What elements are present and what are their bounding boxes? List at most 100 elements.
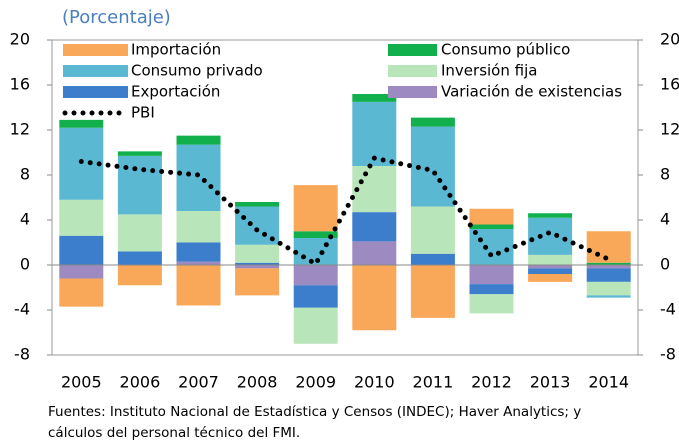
bar-segment: [586, 231, 631, 263]
bar-segment: [117, 251, 162, 265]
bar-segment: [235, 202, 280, 207]
x-tick-label: 2014: [588, 373, 629, 392]
bar-segment: [410, 265, 455, 318]
legend-swatch: [63, 44, 128, 56]
legend-label: Consumo privado: [131, 62, 263, 80]
y-tick-label: -8: [14, 345, 30, 364]
bar-segment: [352, 265, 397, 331]
legend-label: Importación: [131, 41, 221, 59]
bar-segment: [176, 261, 221, 265]
bar-segment: [528, 217, 573, 255]
y-tick-label: 4: [20, 210, 30, 229]
x-tick-label: 2012: [471, 373, 512, 392]
bar-segment: [469, 284, 514, 295]
bar-segment: [293, 265, 338, 286]
legend-swatch: [388, 86, 437, 98]
bar-segment: [528, 254, 573, 265]
y-tick-label: -4: [14, 300, 30, 319]
bar-segment: [352, 101, 397, 166]
legend-label: PBI: [131, 104, 155, 122]
bar-segment: [293, 185, 338, 232]
bar-segment: [59, 199, 104, 236]
y-tick-label: 20: [10, 30, 30, 49]
y-tick-label: 12: [10, 120, 30, 139]
bar-segment: [586, 265, 631, 269]
bar-segment: [293, 231, 338, 238]
note: Fuentes: Instituto Nacional de Estadísti…: [48, 404, 581, 420]
y2-tick-label: 4: [660, 210, 670, 229]
bar-segment: [528, 213, 573, 218]
bar-segment: [528, 268, 573, 274]
bar-segment: [117, 151, 162, 156]
bar-segment: [176, 242, 221, 262]
bar-segment: [469, 208, 514, 225]
x-tick-label: 2007: [178, 373, 219, 392]
bar-segment: [410, 253, 455, 265]
x-tick-label: 2013: [530, 373, 571, 392]
line: [78, 155, 612, 268]
bar-segment: [59, 278, 104, 307]
y-tick-label: 8: [20, 165, 30, 184]
bar-segment: [59, 235, 104, 265]
x-tick-label: 2006: [120, 373, 161, 392]
bar-segment: [235, 268, 280, 296]
legend-swatch: [388, 44, 437, 56]
y2-tick-label: 20: [660, 30, 679, 49]
legend-label: Inversión fija: [441, 62, 537, 80]
bar-segment: [117, 265, 162, 286]
bar-segment: [176, 144, 221, 211]
bar-segment: [352, 166, 397, 213]
bar-segment: [176, 135, 221, 145]
legend-label: Variación de existencias: [441, 83, 622, 101]
bar-segment: [235, 244, 280, 263]
plot-frame: [51, 39, 639, 356]
bar-segment: [352, 94, 397, 102]
bar-segment: [469, 265, 514, 285]
y2-tick-label: -4: [660, 300, 676, 319]
y2-tick-label: 8: [660, 165, 670, 184]
legend-swatch: [63, 86, 128, 98]
x-tick-label: 2009: [295, 373, 336, 392]
y2-tick-label: 12: [660, 120, 679, 139]
y2-tick-label: 0: [660, 255, 670, 274]
bar-segment: [469, 294, 514, 314]
bar-segment: [528, 265, 573, 269]
chart-subtitle: (Porcentaje): [62, 7, 171, 28]
bar-segment: [586, 262, 631, 265]
note: cálculos del personal técnico del FMI.: [48, 425, 300, 441]
bar-segment: [293, 307, 338, 344]
bar-segment: [352, 241, 397, 265]
x-tick-label: 2005: [61, 373, 102, 392]
bar-segment: [410, 206, 455, 254]
bar-segment: [410, 117, 455, 127]
x-tick-label: 2010: [354, 373, 395, 392]
y-tick-label: 16: [10, 75, 30, 94]
legend-swatch: [63, 65, 128, 77]
y2-tick-label: -8: [660, 345, 676, 364]
bar-segment: [469, 224, 514, 229]
bar-segment: [586, 268, 631, 282]
bar-segment: [528, 274, 573, 282]
bar-segment: [352, 212, 397, 242]
bar-segment: [586, 281, 631, 296]
x-tick-label: 2008: [237, 373, 278, 392]
bar-segment: [176, 265, 221, 306]
y-tick-label: 0: [20, 255, 30, 274]
legend-label: Exportación: [131, 83, 220, 101]
bar-segment: [293, 285, 338, 308]
legend-label: Consumo público: [441, 41, 570, 59]
bar-segment: [117, 214, 162, 252]
bar-segment: [59, 265, 104, 279]
bar-segment: [59, 119, 104, 128]
bar-segment: [586, 295, 631, 298]
bar-segment: [117, 155, 162, 215]
legend-swatch: [388, 65, 437, 77]
bar-segment: [235, 262, 280, 265]
bar-segment: [469, 229, 514, 265]
bar-segment: [176, 211, 221, 243]
y2-tick-label: 16: [660, 75, 679, 94]
x-tick-label: 2011: [413, 373, 454, 392]
bar-segment: [235, 265, 280, 269]
